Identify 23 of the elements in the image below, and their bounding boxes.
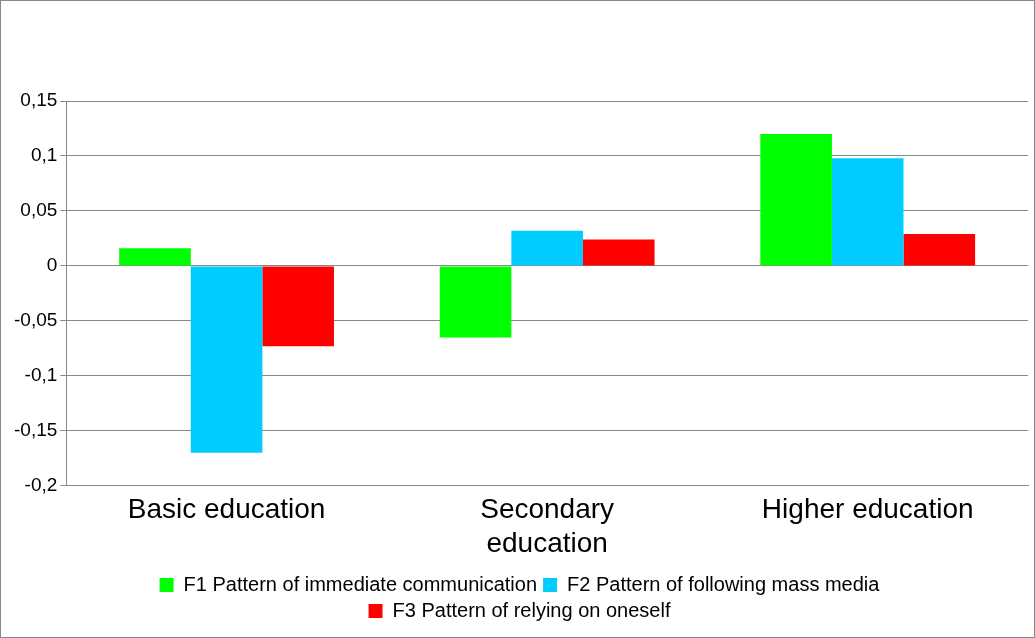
- bar: [190, 266, 263, 453]
- y-tick-label: -0,15: [13, 419, 58, 441]
- legend-label: F2 Pattern of following mass media: [567, 572, 881, 595]
- bar: [119, 248, 191, 266]
- x-tick-label: Secondary education: [480, 493, 615, 558]
- y-tick-label: 0,15: [20, 89, 58, 111]
- x-tick-label: Basic education: [127, 493, 326, 525]
- bar: [760, 133, 832, 266]
- bar: [903, 234, 976, 266]
- legend-label: F3 Pattern of relying on oneself: [392, 598, 671, 621]
- y-tick-label: -0,2: [24, 474, 58, 496]
- bar: [582, 239, 655, 266]
- legend-label: F1 Pattern of immediate communication: [183, 572, 538, 595]
- y-tick-label: 0,1: [30, 144, 58, 166]
- y-tick-label: 0: [46, 254, 58, 276]
- y-tick-label: -0,05: [13, 309, 58, 331]
- bar: [511, 230, 583, 266]
- bar: [439, 266, 512, 338]
- y-tick-label: 0,05: [20, 199, 58, 221]
- bar: [262, 266, 334, 347]
- x-tick-label: Higher education: [761, 493, 974, 525]
- y-tick-label: -0,1: [24, 364, 58, 386]
- bar: [831, 158, 904, 266]
